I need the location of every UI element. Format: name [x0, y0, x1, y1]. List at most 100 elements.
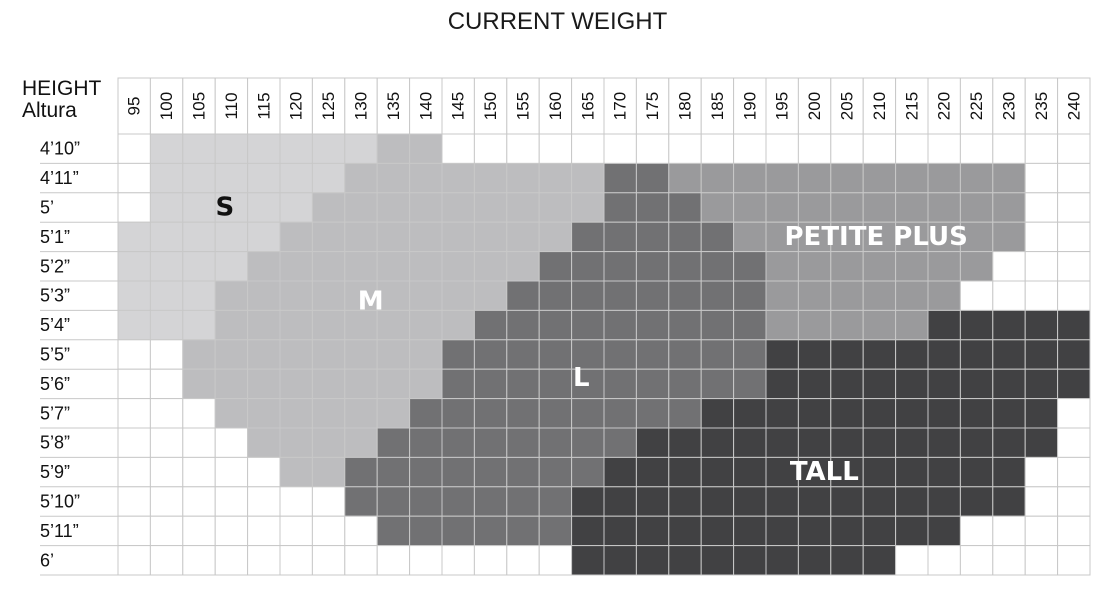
grid-cell [247, 162, 281, 194]
grid-cell [895, 280, 929, 311]
grid-cell [538, 251, 573, 282]
grid-cell [409, 251, 443, 282]
grid-cell [441, 280, 475, 311]
grid-cell [441, 368, 475, 400]
grid-cell [830, 545, 864, 576]
grid-cell [733, 486, 767, 517]
grid-cell [571, 221, 605, 253]
grid-cell [733, 280, 767, 311]
grid-cell [1024, 309, 1059, 341]
grid-cell [571, 427, 605, 458]
grid-cell [797, 339, 832, 370]
size-label-tall: TALL [790, 457, 859, 487]
grid-cell [311, 515, 346, 547]
weight-header-cell [117, 77, 151, 135]
grid-cell [668, 368, 702, 400]
grid-cell [1024, 280, 1059, 311]
grid-cell [1057, 280, 1091, 311]
grid-cell [247, 133, 281, 164]
grid-cell [571, 162, 605, 194]
weight-tick-label: 215 [902, 92, 921, 120]
grid-cell [409, 192, 443, 223]
grid-cell [765, 339, 799, 370]
grid-cell [635, 339, 670, 370]
grid-cell [409, 162, 443, 194]
grid-cell [1057, 427, 1091, 458]
grid-cell [862, 133, 897, 164]
grid-cell [668, 398, 702, 429]
grid-cell [182, 515, 216, 547]
grid-cell [538, 545, 573, 576]
grid-cell [668, 162, 702, 194]
weight-header-cell [247, 77, 281, 135]
grid-cell [214, 398, 249, 429]
grid-cell [376, 398, 411, 429]
grid-cell [927, 398, 961, 429]
grid-cell [733, 162, 767, 194]
grid-cell [311, 427, 346, 458]
grid-cell [149, 339, 184, 370]
grid-cell [1024, 133, 1059, 164]
weight-header-cell [279, 77, 313, 135]
grid-cell [927, 339, 961, 370]
weight-tick-label: 155 [514, 92, 533, 120]
grid-cell [959, 515, 994, 547]
grid-cell [927, 427, 961, 458]
grid-cell [473, 280, 508, 311]
weight-header-cell [603, 77, 637, 135]
grid-cell [311, 221, 346, 253]
grid-cell [635, 280, 670, 311]
weight-tick-label: 105 [190, 92, 209, 120]
grid-cell [733, 398, 767, 429]
grid-cell [635, 309, 670, 341]
grid-cell [992, 221, 1026, 253]
grid-cell [441, 398, 475, 429]
grid-cell [376, 280, 411, 311]
grid-cell [344, 456, 378, 488]
grid-cell [635, 456, 670, 488]
weight-tick-label: 140 [416, 92, 435, 120]
height-tick-label: 6’ [40, 550, 54, 570]
grid-cell [376, 427, 411, 458]
height-tick-label: 5’9” [40, 462, 70, 482]
grid-cell [927, 486, 961, 517]
grid-cell [376, 515, 411, 547]
grid-cell [571, 251, 605, 282]
weight-header-cell [830, 77, 864, 135]
grid-cell [830, 368, 864, 400]
grid-cell [700, 162, 735, 194]
grid-cell [214, 427, 249, 458]
grid-cell [279, 162, 313, 194]
grid-cell [733, 251, 767, 282]
grid-cell [473, 456, 508, 488]
grid-cell [1024, 398, 1059, 429]
grid-cell [538, 192, 573, 223]
weight-tick-label: 185 [708, 92, 727, 120]
grid-cell [344, 221, 378, 253]
grid-cell [182, 339, 216, 370]
grid-cell [603, 192, 637, 223]
grid-cell [895, 339, 929, 370]
grid-cell [635, 221, 670, 253]
grid-cell [441, 192, 475, 223]
grid-cell [214, 309, 249, 341]
weight-tick-label: 95 [125, 97, 144, 116]
grid-cell [992, 280, 1026, 311]
grid-cell [1057, 221, 1091, 253]
grid-cell [1024, 251, 1059, 282]
grid-cell [344, 133, 378, 164]
grid-cell [797, 515, 832, 547]
grid-cell [797, 368, 832, 400]
grid-cell [927, 133, 961, 164]
grid-cell [149, 486, 184, 517]
grid-cell [603, 280, 637, 311]
grid-cell [992, 339, 1026, 370]
grid-cell [538, 280, 573, 311]
weight-header-cell [182, 77, 216, 135]
chart-title: CURRENT WEIGHT [447, 8, 668, 35]
grid-cell [895, 162, 929, 194]
grid-cell [765, 456, 799, 488]
grid-cell [927, 280, 961, 311]
grid-cell [635, 486, 670, 517]
grid-cell [506, 398, 540, 429]
